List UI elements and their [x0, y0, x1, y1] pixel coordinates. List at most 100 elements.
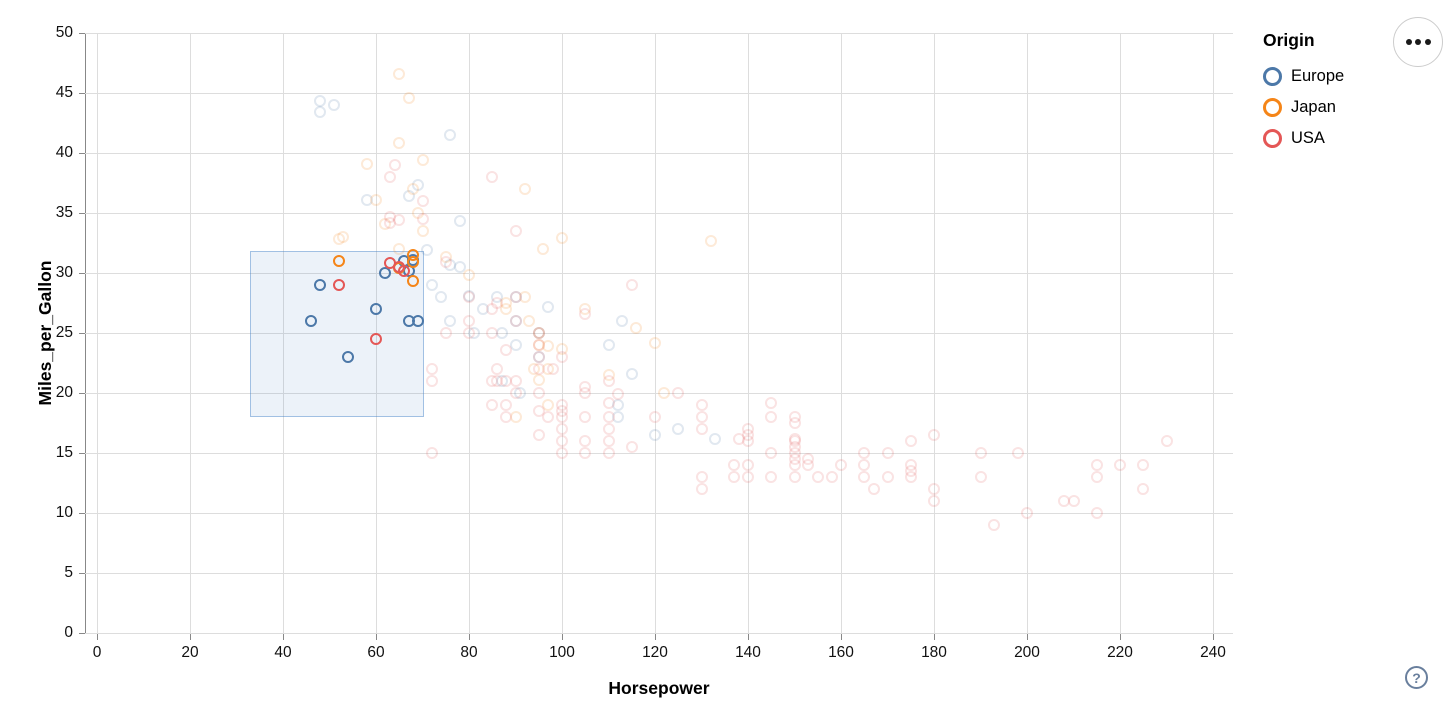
- data-point-usa: [788, 432, 801, 445]
- usa-ring-icon: [1263, 129, 1282, 148]
- data-point-usa: [509, 315, 522, 327]
- data-point-usa: [881, 447, 894, 459]
- y-tick-label: 5: [64, 564, 73, 581]
- data-point-usa: [825, 471, 838, 483]
- data-point-usa: [556, 351, 568, 363]
- data-point-europe: [672, 423, 685, 435]
- x-axis-title: Horsepower: [608, 678, 710, 698]
- legend-item-japan: Japan: [1263, 92, 1344, 123]
- data-point-usa: [425, 447, 438, 459]
- data-point-usa: [416, 195, 429, 207]
- x-tick-label: 40: [274, 644, 292, 661]
- x-tick: [283, 634, 284, 640]
- x-tick-label: 140: [735, 644, 761, 661]
- data-point-usa: [579, 435, 592, 447]
- y-gridline: [85, 213, 1233, 214]
- data-point-japan: [537, 243, 550, 255]
- help-button[interactable]: ?: [1405, 666, 1428, 689]
- y-tick-label: 0: [64, 624, 73, 641]
- data-point-usa: [788, 417, 801, 429]
- x-tick-label: 60: [367, 644, 385, 661]
- data-point-japan: [416, 154, 429, 167]
- data-point-japan: [416, 225, 429, 237]
- question-mark-icon: ?: [1412, 669, 1421, 686]
- data-point-usa: [974, 471, 987, 483]
- brush-selection-rect[interactable]: [250, 251, 425, 417]
- data-point-usa: [928, 429, 940, 441]
- x-tick: [655, 634, 656, 640]
- data-point-usa: [509, 375, 522, 387]
- data-point-europe: [370, 303, 382, 315]
- data-point-usa: [695, 399, 708, 411]
- data-point-usa: [532, 339, 545, 351]
- y-tick-label: 25: [55, 324, 73, 341]
- y-tick-label: 35: [55, 204, 73, 221]
- data-point-usa: [728, 471, 741, 483]
- data-point-usa: [858, 447, 871, 459]
- y-tick-label: 50: [55, 24, 73, 41]
- x-tick-label: 180: [921, 644, 947, 661]
- data-point-usa: [556, 423, 568, 435]
- data-point-usa: [904, 465, 917, 477]
- data-point-japan: [542, 399, 555, 411]
- y-tick-label: 15: [55, 444, 73, 461]
- y-gridline: [85, 633, 1233, 634]
- x-tick: [934, 634, 935, 640]
- y-gridline: [85, 513, 1233, 514]
- data-point-usa: [602, 435, 615, 447]
- data-point-usa: [1011, 447, 1024, 459]
- data-point-usa: [1090, 471, 1103, 483]
- y-tick: [79, 633, 85, 634]
- data-point-usa: [1114, 459, 1126, 471]
- data-point-europe: [542, 300, 555, 313]
- data-point-usa: [742, 459, 754, 471]
- data-point-usa: [765, 411, 778, 423]
- legend-item-usa: USA: [1263, 123, 1344, 154]
- data-point-usa: [695, 423, 708, 435]
- data-point-japan: [337, 231, 350, 243]
- y-tick: [79, 513, 85, 514]
- data-point-usa: [486, 327, 499, 339]
- y-tick: [79, 93, 85, 94]
- x-tick-label: 80: [460, 644, 478, 661]
- x-tick-label: 200: [1014, 644, 1040, 661]
- data-point-usa: [649, 411, 661, 423]
- x-tick: [1027, 634, 1028, 640]
- data-point-usa: [486, 399, 499, 411]
- data-point-usa: [602, 375, 615, 387]
- y-tick: [79, 453, 85, 454]
- data-point-usa: [370, 333, 382, 345]
- y-gridline: [85, 573, 1233, 574]
- data-point-usa: [463, 291, 475, 303]
- y-gridline: [85, 153, 1233, 154]
- data-point-japan: [407, 183, 420, 195]
- y-gridline: [85, 93, 1233, 94]
- data-point-japan: [370, 193, 382, 206]
- data-point-japan: [332, 255, 345, 267]
- data-point-usa: [602, 423, 615, 435]
- data-point-europe: [444, 129, 457, 141]
- x-tick-label: 20: [181, 644, 199, 661]
- data-point-europe: [304, 315, 317, 327]
- data-point-europe: [435, 291, 448, 303]
- data-point-usa: [1021, 507, 1033, 519]
- data-point-usa: [532, 429, 545, 441]
- y-tick-label: 10: [55, 504, 73, 521]
- data-point-japan: [393, 137, 406, 150]
- data-point-usa: [928, 483, 940, 495]
- data-point-usa: [509, 291, 522, 303]
- data-point-japan: [556, 232, 568, 245]
- data-point-japan: [393, 243, 406, 255]
- data-point-usa: [556, 447, 568, 459]
- data-point-usa: [388, 159, 401, 171]
- data-point-usa: [490, 297, 503, 309]
- data-point-usa: [500, 411, 513, 423]
- data-point-usa: [988, 519, 1001, 531]
- data-point-usa: [542, 411, 555, 423]
- actions-menu-button[interactable]: [1393, 17, 1443, 67]
- plot-area[interactable]: Horsepower Miles_per_Gallon 0 20 40 60 80 100…: [35, 24, 1233, 698]
- data-point-usa: [500, 399, 513, 411]
- data-point-usa: [625, 441, 638, 453]
- data-point-europe: [342, 351, 355, 363]
